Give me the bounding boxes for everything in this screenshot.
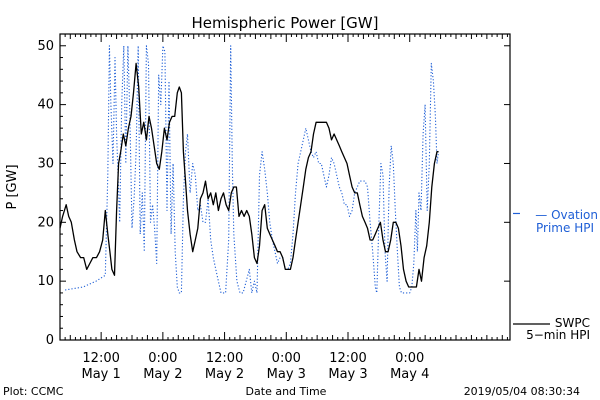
ovation-prime-series <box>65 45 440 294</box>
x-tick-time-label: 0:00 <box>395 351 424 366</box>
legend-ovation-line2: Prime HPI <box>536 221 594 235</box>
x-tick-date-label: May 2 <box>143 367 182 382</box>
x-tick-date-label: May 1 <box>82 367 121 382</box>
swpc-hpi-series <box>59 62 439 288</box>
x-tick-time-label: 0:00 <box>272 351 301 366</box>
y-tick-label: 40 <box>37 98 54 113</box>
x-tick-time-label: 12:00 <box>82 351 119 366</box>
x-tick-date-label: May 3 <box>267 367 306 382</box>
y-axis-label: P [GW] <box>5 164 20 209</box>
y-tick-label: 50 <box>37 39 54 54</box>
y-tick-label: 10 <box>37 274 54 289</box>
y-tick-label: 0 <box>46 333 54 348</box>
plot-frame <box>59 33 511 341</box>
y-axis: 0 10 20 30 40 50 <box>37 33 510 348</box>
x-tick-time-label: 0:00 <box>148 351 177 366</box>
x-axis-label: Date and Time <box>246 385 327 398</box>
legend-ovation-line1: — Ovation <box>535 208 598 222</box>
chart-title: Hemispheric Power [GW] <box>192 14 379 32</box>
series-layer <box>59 45 440 294</box>
plot-timestamp: 2019/05/04 08:30:34 <box>464 385 580 398</box>
x-tick-time-label: 12:00 <box>206 351 243 366</box>
x-tick-date-label: May 4 <box>390 367 429 382</box>
y-tick-label: 20 <box>37 215 54 230</box>
plot-credit: Plot: CCMC <box>3 385 64 398</box>
x-tick-date-label: May 3 <box>328 367 367 382</box>
x-tick-time-label: 12:00 <box>329 351 366 366</box>
legend-swpc-line1: SWPC <box>555 316 590 330</box>
legend-swpc-line2: 5−min HPI <box>526 328 590 342</box>
x-tick-date-label: May 2 <box>205 367 244 382</box>
y-tick-label: 30 <box>37 156 54 171</box>
